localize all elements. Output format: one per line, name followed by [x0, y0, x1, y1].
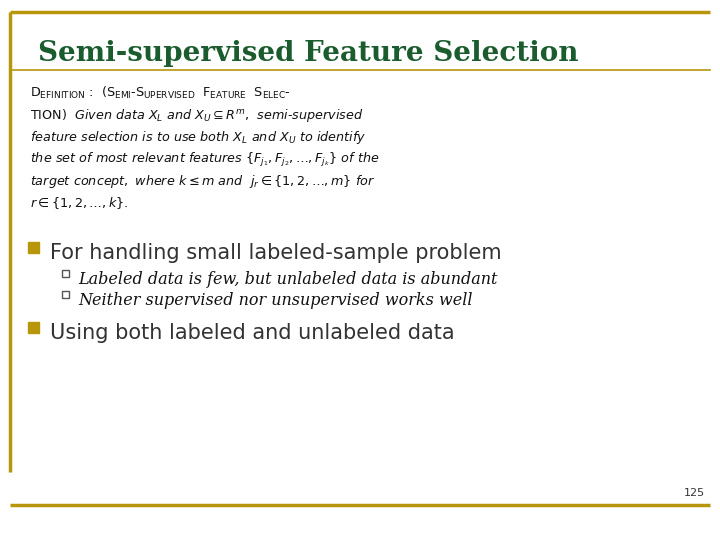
Text: $\mathit{target\ concept,\ where}\ k \leq m\ \mathit{and}\ \ j_r \in \{1, 2, \ld: $\mathit{target\ concept,\ where}\ k \le…	[30, 173, 375, 190]
Bar	[62, 291, 69, 298]
Text: Using both labeled and unlabeled data: Using both labeled and unlabeled data	[50, 323, 454, 343]
Text: $\mathrm{D}_{\mathrm{EFINITION}}$ :  ($\mathrm{S}_{\mathrm{EMI}}$-$\mathrm{S}_{\: $\mathrm{D}_{\mathrm{EFINITION}}$ : ($\m…	[30, 85, 291, 101]
Text: $\mathrm{TION}$)  $\mathit{Given\ data}\ X_L\ \mathit{and}\ X_U \subseteq R^m$, : $\mathrm{TION}$) $\mathit{Given\ data}\ …	[30, 107, 364, 124]
Bar	[28, 242, 39, 253]
Bar	[62, 270, 69, 277]
Text: For handling small labeled-sample problem: For handling small labeled-sample proble…	[50, 243, 502, 263]
Text: Semi-supervised Feature Selection: Semi-supervised Feature Selection	[38, 40, 578, 67]
Text: Labeled data is few, but unlabeled data is abundant: Labeled data is few, but unlabeled data …	[78, 271, 498, 288]
Text: 125: 125	[684, 488, 705, 498]
Text: $\mathit{feature\ selection\ is\ to\ use\ both}\ X_L\ \mathit{and}\ X_U\ \mathit: $\mathit{feature\ selection\ is\ to\ use…	[30, 129, 366, 146]
Bar	[28, 322, 39, 333]
Text: $\mathit{the\ set\ of\ most\ relevant\ features\ } \{F_{j_1}, F_{j_2}, \ldots, F: $\mathit{the\ set\ of\ most\ relevant\ f…	[30, 151, 379, 169]
Text: Neither supervised nor unsupervised works well: Neither supervised nor unsupervised work…	[78, 292, 472, 309]
Text: $r \in \{1, 2, \ldots, k\}.$: $r \in \{1, 2, \ldots, k\}.$	[30, 195, 128, 211]
